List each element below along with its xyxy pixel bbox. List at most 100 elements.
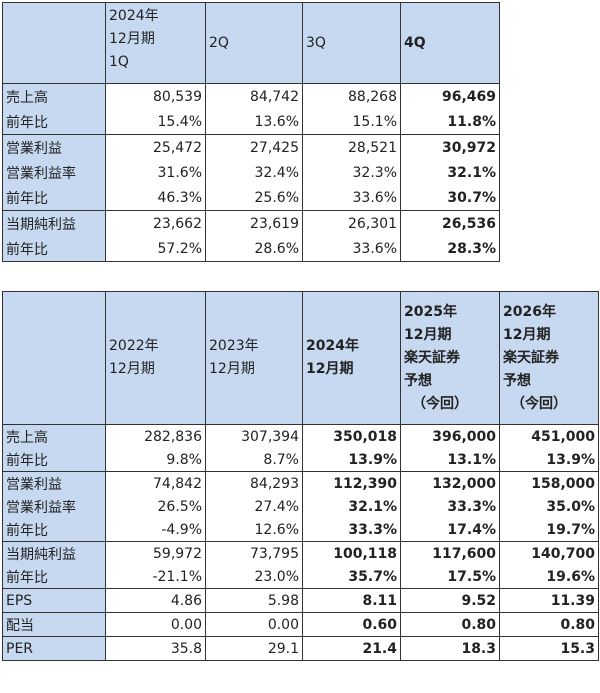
value-cell: 132,000 <box>400 471 500 495</box>
value-cell: 84,293 <box>205 471 303 495</box>
header-line: 2024年 <box>306 338 359 354</box>
value-cell: 33.6% <box>302 236 401 262</box>
value-cell: 30.7% <box>400 185 500 211</box>
value-cell: 73,795 <box>205 541 303 565</box>
row-label: 前年比 <box>2 518 106 542</box>
value-cell: 33.3% <box>400 495 500 518</box>
row-label: 前年比 <box>2 448 106 472</box>
header-line: 2023年 <box>209 338 259 354</box>
value-cell: 26.5% <box>105 495 206 518</box>
value-cell: 117,600 <box>400 541 500 565</box>
value-cell: 15.4% <box>105 109 206 135</box>
header-line: 12月期 <box>209 361 255 377</box>
value-cell: 32.4% <box>205 160 303 185</box>
value-cell: 57.2% <box>105 236 206 262</box>
value-cell: 350,018 <box>302 424 401 448</box>
value-cell: 27,425 <box>205 134 303 160</box>
row-label: 売上高 <box>2 83 106 109</box>
row-label: 前年比 <box>2 236 106 262</box>
value-cell: 100,118 <box>302 541 401 565</box>
value-cell: 80,539 <box>105 83 206 109</box>
value-cell: 0.00 <box>205 612 303 637</box>
header-line: 楽天証券 <box>503 349 559 366</box>
header-line: 2025年 <box>404 303 457 320</box>
header-line: 楽天証券 <box>404 349 460 366</box>
value-cell: 396,000 <box>400 424 500 448</box>
header-line: 12月期 <box>503 326 551 343</box>
header-line: 予想 <box>404 372 432 389</box>
value-cell: 9.8% <box>105 448 206 472</box>
value-cell: 35.8 <box>105 636 206 661</box>
data-row: 前年比 9.8% 8.7% 13.9% 13.1% 13.9% <box>2 448 599 472</box>
value-cell: 25.6% <box>205 185 303 211</box>
data-row: 前年比 46.3% 25.6% 33.6% 30.7% <box>2 185 500 211</box>
data-row: 配当 0.00 0.00 0.60 0.80 0.80 <box>2 612 599 637</box>
value-cell: 11.39 <box>499 588 599 613</box>
value-cell: 25,472 <box>105 134 206 160</box>
data-row: 営業利益率 26.5% 27.4% 32.1% 33.3% 35.0% <box>2 495 599 518</box>
header-cell: 2026年 12月期 楽天証券 予想 （今回） <box>499 291 599 425</box>
value-cell: 4.86 <box>105 588 206 613</box>
value-cell: 13.9% <box>499 448 599 472</box>
header-line: 12月期 <box>404 326 452 343</box>
header-line: 2022年 <box>109 338 159 354</box>
value-cell: 112,390 <box>302 471 401 495</box>
value-cell: 33.3% <box>302 518 401 542</box>
value-cell: 13.1% <box>400 448 500 472</box>
value-cell: 46.3% <box>105 185 206 211</box>
value-cell: 23,619 <box>205 210 303 236</box>
row-label: 前年比 <box>2 185 106 211</box>
row-label: 営業利益 <box>2 471 106 495</box>
header-line: 1Q <box>109 54 129 70</box>
value-cell: 88,268 <box>302 83 401 109</box>
row-label: PER <box>2 636 106 661</box>
header-line: （今回） <box>511 395 567 412</box>
header-cell: 2022年 12月期 <box>105 291 206 425</box>
row-label: 営業利益率 <box>2 160 106 185</box>
row-label: 前年比 <box>2 565 106 589</box>
data-row: 営業利益 25,472 27,425 28,521 30,972 <box>2 134 500 160</box>
value-cell: 13.9% <box>302 448 401 472</box>
value-cell: 5.98 <box>205 588 303 613</box>
value-cell: -4.9% <box>105 518 206 542</box>
value-cell: 8.11 <box>302 588 401 613</box>
header-line: 2026年 <box>503 303 556 320</box>
value-cell: 35.7% <box>302 565 401 589</box>
data-row: 前年比 57.2% 28.6% 33.6% 28.3% <box>2 236 500 262</box>
value-cell: 282,836 <box>105 424 206 448</box>
value-cell: 158,000 <box>499 471 599 495</box>
value-cell: 140,700 <box>499 541 599 565</box>
header-line: 12月期 <box>109 31 155 47</box>
value-cell: 26,301 <box>302 210 401 236</box>
header-row: 2022年 12月期 2023年 12月期 2024年 12月期 2025年 12月期 楽天証券… <box>2 291 599 425</box>
data-row: 売上高 80,539 84,742 88,268 96,469 <box>2 83 500 109</box>
header-line: 2024年 <box>109 8 159 24</box>
data-row: 営業利益率 31.6% 32.4% 32.3% 32.1% <box>2 160 500 185</box>
value-cell: 27.4% <box>205 495 303 518</box>
data-row: 前年比 -4.9% 12.6% 33.3% 17.4% 19.7% <box>2 518 599 542</box>
value-cell: 17.5% <box>400 565 500 589</box>
value-cell: 84,742 <box>205 83 303 109</box>
row-label: 配当 <box>2 612 106 637</box>
value-cell: -21.1% <box>105 565 206 589</box>
quarterly-table: 2024年 12月期 1Q 2Q 3Q 4Q 売上高 80,539 84,742 88,268 96… <box>2 2 500 262</box>
value-cell: 12.6% <box>205 518 303 542</box>
value-cell: 31.6% <box>105 160 206 185</box>
value-cell: 28.6% <box>205 236 303 262</box>
value-cell: 35.0% <box>499 495 599 518</box>
header-cell: 2023年 12月期 <box>205 291 303 425</box>
header-line: 12月期 <box>306 361 354 377</box>
data-row: 前年比 -21.1% 23.0% 35.7% 17.5% 19.6% <box>2 565 599 589</box>
value-cell: 8.7% <box>205 448 303 472</box>
annual-table: 2022年 12月期 2023年 12月期 2024年 12月期 2025年 12月期 楽天証券… <box>2 291 599 661</box>
data-row: EPS 4.86 5.98 8.11 9.52 11.39 <box>2 588 599 613</box>
value-cell: 451,000 <box>499 424 599 448</box>
value-cell: 0.80 <box>499 612 599 637</box>
value-cell: 0.60 <box>302 612 401 637</box>
value-cell: 18.3 <box>400 636 500 661</box>
corner-cell <box>2 291 106 425</box>
header-line: （今回） <box>412 395 468 412</box>
row-label: EPS <box>2 588 106 613</box>
value-cell: 28.3% <box>400 236 500 262</box>
